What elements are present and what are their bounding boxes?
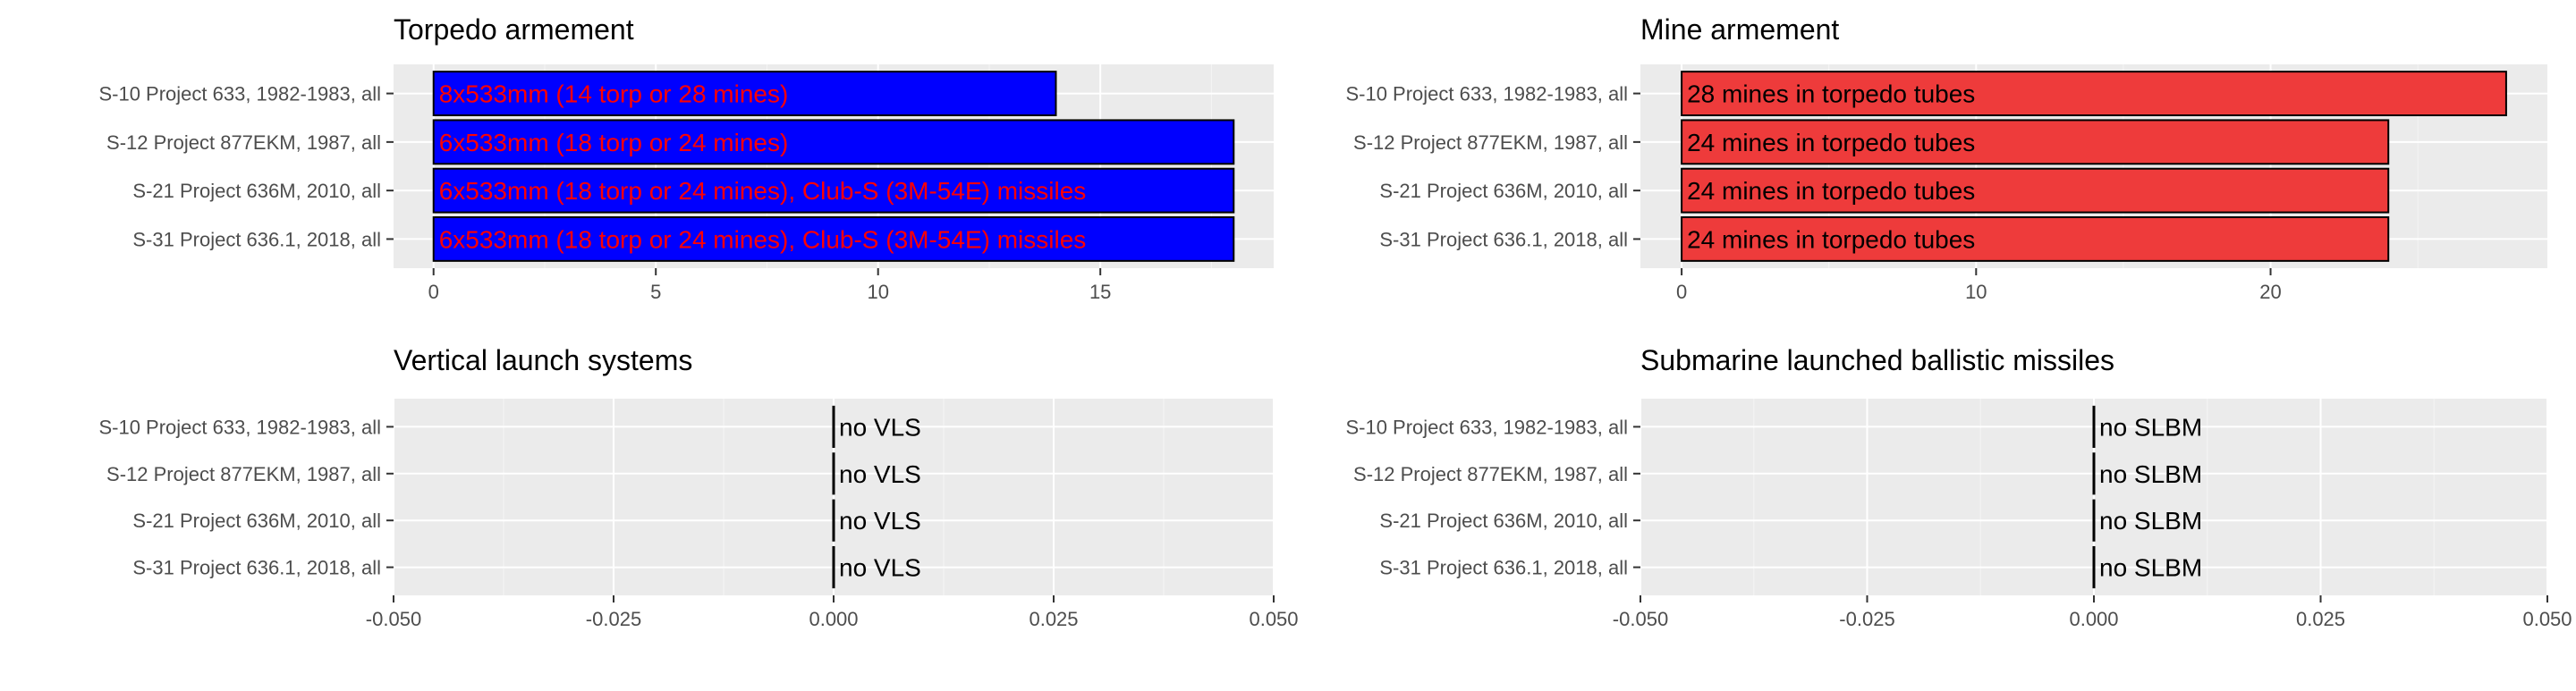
torpedo-bar <box>432 119 1235 165</box>
torpedo-bar <box>432 71 1057 117</box>
slbm-y-tick-label: S-12 Project 877EKM, 1987, all <box>1353 463 1628 485</box>
mine-bar <box>1681 167 2390 214</box>
mine-y-tick-label: S-10 Project 633, 1982-1983, all <box>1345 83 1628 105</box>
torpedo-bar <box>432 167 1235 214</box>
vls-bar-label: no VLS <box>839 554 921 582</box>
mine-x-tick-label: 10 <box>1965 281 1987 303</box>
torpedo-y-tick-label: S-10 Project 633, 1982-1983, all <box>98 83 381 105</box>
mine-bar-label: 28 mines in torpedo tubes <box>1687 80 1975 108</box>
slbm-y-tick-label: S-10 Project 633, 1982-1983, all <box>1345 416 1628 438</box>
mine-y-tick-label: S-31 Project 636.1, 2018, all <box>1379 228 1628 250</box>
torpedo-x-tick-label: 15 <box>1089 281 1111 303</box>
vls-chart-title: Vertical launch systems <box>394 344 692 376</box>
vls-x-tick-label: 0.000 <box>809 608 858 630</box>
mine-bar <box>1681 119 2390 165</box>
torpedo-panel: Torpedo armement S-10 Project 633, 1982-1… <box>98 13 1274 303</box>
vls-y-tick-label: S-31 Project 636.1, 2018, all <box>132 557 381 579</box>
torpedo-x-tick-label: 0 <box>428 281 439 303</box>
slbm-bar-label: no SLBM <box>2099 554 2202 582</box>
vls-x-tick-label: -0.050 <box>366 608 421 630</box>
torpedo-bar-label: 6x533mm (18 torp or 24 mines) <box>439 129 789 156</box>
slbm-bar-label: no SLBM <box>2099 507 2202 535</box>
mine-bar-label: 24 mines in torpedo tubes <box>1687 129 1975 156</box>
slbm-x-tick-label: -0.025 <box>1839 608 1894 630</box>
mine-y-tick-label: S-21 Project 636M, 2010, all <box>1379 180 1628 202</box>
mine-bar-label: 24 mines in torpedo tubes <box>1687 177 1975 205</box>
torpedo-y-tick-label: S-12 Project 877EKM, 1987, all <box>106 131 381 154</box>
slbm-bar-label: no SLBM <box>2099 413 2202 441</box>
vls-bar-label: no VLS <box>839 507 921 535</box>
vls-bar-label: no VLS <box>839 460 921 488</box>
slbm-x-tick-label: 0.000 <box>2069 608 2118 630</box>
torpedo-x-tick-label: 10 <box>867 281 888 303</box>
vls-x-tick-label: 0.050 <box>1249 608 1298 630</box>
mine-x-tick-label: 0 <box>1676 281 1687 303</box>
vls-y-tick-label: S-10 Project 633, 1982-1983, all <box>98 416 381 438</box>
mine-bar <box>1681 216 2390 262</box>
mine-chart-title: Mine armement <box>1640 13 1839 46</box>
slbm-y-tick-label: S-31 Project 636.1, 2018, all <box>1379 557 1628 579</box>
vls-x-tick-label: 0.025 <box>1029 608 1078 630</box>
torpedo-chart-title: Torpedo armement <box>394 13 634 46</box>
vls-y-tick-label: S-21 Project 636M, 2010, all <box>132 510 381 532</box>
slbm-y-tick-label: S-21 Project 636M, 2010, all <box>1379 510 1628 532</box>
slbm-chart-title: Submarine launched ballistic missiles <box>1640 344 2114 376</box>
slbm-bar-label: no SLBM <box>2099 460 2202 488</box>
mine-panel: Mine armement S-10 Project 633, 1982-1983… <box>1345 13 2547 303</box>
mine-x-tick-label: 20 <box>2259 281 2281 303</box>
slbm-x-tick-label: 0.050 <box>2522 608 2572 630</box>
torpedo-bar-label: 8x533mm (14 torp or 28 mines) <box>439 80 789 108</box>
vls-panel: Vertical launch systems S-10 Project 633,… <box>98 344 1298 630</box>
torpedo-x-tick-label: 5 <box>650 281 661 303</box>
mine-y-tick-label: S-12 Project 877EKM, 1987, all <box>1353 131 1628 154</box>
slbm-x-tick-label: 0.025 <box>2296 608 2345 630</box>
vls-x-tick-label: -0.025 <box>586 608 641 630</box>
torpedo-y-tick-label: S-21 Project 636M, 2010, all <box>132 180 381 202</box>
vls-y-tick-label: S-12 Project 877EKM, 1987, all <box>106 463 381 485</box>
slbm-x-tick-label: -0.050 <box>1613 608 1668 630</box>
vls-bar-label: no VLS <box>839 413 921 441</box>
mine-bar <box>1681 71 2507 117</box>
mine-bar-label: 24 mines in torpedo tubes <box>1687 225 1975 253</box>
torpedo-y-tick-label: S-31 Project 636.1, 2018, all <box>132 228 381 250</box>
torpedo-bar-label: 6x533mm (18 torp or 24 mines), Club-S (3… <box>439 177 1087 205</box>
torpedo-bar-label: 6x533mm (18 torp or 24 mines), Club-S (3… <box>439 225 1087 253</box>
torpedo-bar <box>432 216 1235 262</box>
slbm-panel: Submarine launched ballistic missiles S-1… <box>1345 344 2572 630</box>
